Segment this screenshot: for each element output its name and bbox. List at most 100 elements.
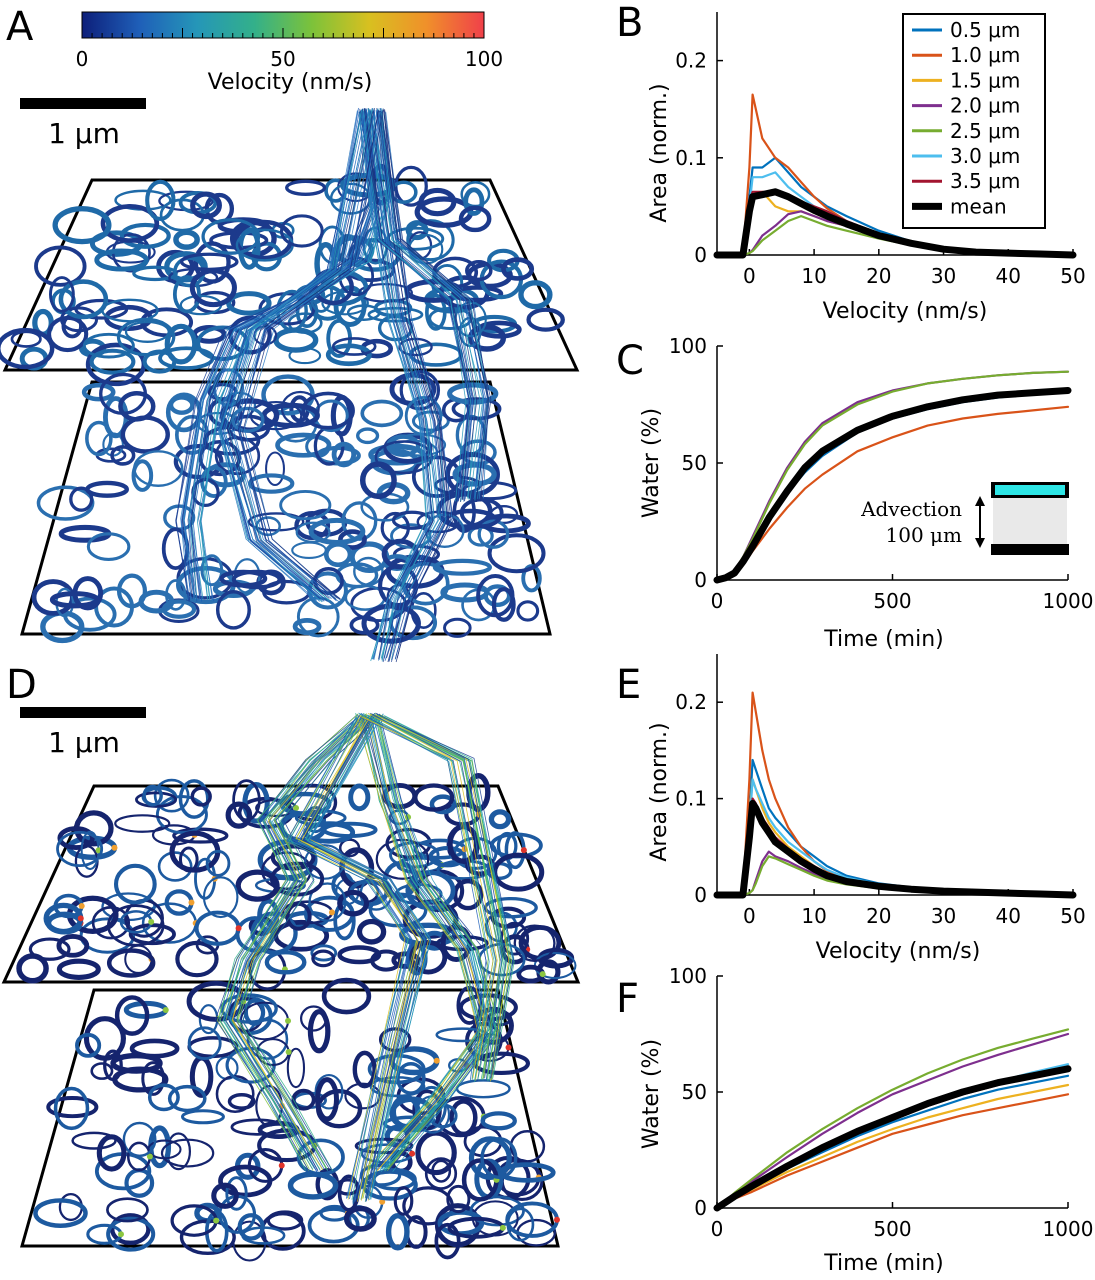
chart-f-series-mean xyxy=(713,1065,1072,1212)
pore-outline xyxy=(153,778,190,813)
flow-visualization-d xyxy=(1,712,581,1262)
pore-outline xyxy=(147,1083,180,1112)
chart-f-series-1-5-m xyxy=(715,1083,1070,1210)
pore-outline xyxy=(34,245,87,287)
streamline xyxy=(375,714,510,1082)
panel-letter-f: F xyxy=(616,976,639,1022)
pore-outline xyxy=(142,784,163,807)
pore-outline xyxy=(476,320,522,339)
pore-outline xyxy=(469,1195,525,1227)
pore-outline xyxy=(119,222,171,249)
pore-outline xyxy=(443,617,472,638)
chart-e-series-1-0-m xyxy=(715,691,1075,897)
legend-entries: 0.5 μm1.0 μm1.5 μm2.0 μm2.5 μm3.0 μm3.5 … xyxy=(912,18,1020,218)
pore-outline xyxy=(314,1073,344,1110)
pore-junction xyxy=(409,1150,416,1157)
pore-outline xyxy=(52,206,112,245)
pore-outline xyxy=(451,285,504,303)
chart-f-xtick-label: 500 xyxy=(873,1217,911,1241)
streamline xyxy=(365,716,492,1171)
pore-outline xyxy=(118,390,156,422)
pore-outline xyxy=(81,382,116,402)
streamline xyxy=(236,716,378,1171)
pore-outline xyxy=(107,904,165,947)
pore-outline xyxy=(89,348,136,375)
chart-e: 0 10 20 30 40 50 0 0.1 0.2 Velocity (nm/s) Area … xyxy=(647,654,1086,964)
pore-outline xyxy=(241,1226,286,1245)
pore-outline xyxy=(172,275,201,314)
streamline xyxy=(222,109,367,602)
pore-outline xyxy=(266,1210,304,1231)
pore-junction xyxy=(146,1153,153,1160)
pore-outline xyxy=(434,1222,461,1260)
streamlines-d xyxy=(215,712,515,1202)
pore-outline xyxy=(352,1050,377,1089)
streamline xyxy=(218,111,365,602)
pore-outline xyxy=(483,584,512,607)
pore-outline xyxy=(113,863,157,905)
pore-outline xyxy=(288,347,322,365)
inset-arrow-up-head xyxy=(975,496,985,506)
pore-outline xyxy=(386,434,421,458)
pore-junction xyxy=(328,909,335,916)
pore-outline xyxy=(311,949,336,968)
pore-outline xyxy=(189,268,237,308)
pore-junction xyxy=(278,1162,285,1169)
pore-outline xyxy=(360,399,404,428)
chart-c: 0 500 1000 0 50 100 Time (min) Water (%) Adve… xyxy=(639,334,1093,652)
pore-outline xyxy=(402,1186,454,1226)
pore-outline xyxy=(279,214,324,248)
streamline xyxy=(356,715,487,1082)
streamline xyxy=(376,716,501,1170)
pore-outline xyxy=(449,1099,478,1137)
pore-outline xyxy=(483,896,538,919)
pore-outline xyxy=(356,427,380,445)
streamline xyxy=(298,714,419,1199)
streamline xyxy=(367,712,498,1081)
panel-letter-c: C xyxy=(616,338,644,384)
legend-box xyxy=(902,13,1046,229)
streamline xyxy=(380,111,489,501)
streamline xyxy=(360,111,467,502)
pore-outline xyxy=(231,406,265,433)
chart-c-xtick-label: 0 xyxy=(711,589,724,613)
streamline xyxy=(302,716,423,1202)
pore-outline xyxy=(160,1138,215,1168)
pore-outline xyxy=(429,794,457,815)
chart-c-xtick-label: 500 xyxy=(873,589,911,613)
streamlines-a xyxy=(175,107,492,663)
chart-f-plot: 0 500 1000 0 50 100 xyxy=(669,964,1094,1241)
pore-outline xyxy=(480,1111,517,1131)
scalebar-d-label: 1 μm xyxy=(48,726,120,759)
pore-outline xyxy=(338,529,367,550)
chart-b: 0 10 20 30 40 50 0 0.1 0.2 Velocity (nm/s) Area … xyxy=(647,12,1086,324)
pore-junction xyxy=(285,1049,292,1056)
pore-outline xyxy=(202,876,239,919)
chart-e-xtick-label: 50 xyxy=(1060,904,1085,928)
pore-outline xyxy=(431,1159,452,1183)
chart-b-series-mean xyxy=(713,188,1077,259)
pore-outline xyxy=(279,490,332,521)
pore-outline xyxy=(247,512,305,532)
streamline xyxy=(369,716,487,1171)
streamline xyxy=(219,715,365,1169)
colorbar-tick-0: 0 xyxy=(76,47,89,71)
pore-outline xyxy=(487,533,546,574)
pore-outline xyxy=(480,1136,518,1179)
pore-outline xyxy=(227,1092,256,1110)
pore-outline xyxy=(280,390,320,426)
colorbar: 0 50 100 Velocity (nm/s) xyxy=(76,11,503,95)
streamline xyxy=(229,715,371,1171)
streamline xyxy=(363,716,484,1170)
pore-outline xyxy=(472,1051,530,1076)
streamline xyxy=(233,111,375,599)
pore-outline xyxy=(492,852,545,892)
streamline xyxy=(228,716,367,1171)
inset-top-plate-fill xyxy=(995,485,1065,495)
streamline xyxy=(363,108,430,660)
pore-outline xyxy=(201,218,261,255)
chart-b-xtick-label: 30 xyxy=(931,264,956,288)
pore-outline xyxy=(235,869,280,902)
streamline xyxy=(237,715,377,1169)
pore-outline xyxy=(488,809,512,830)
